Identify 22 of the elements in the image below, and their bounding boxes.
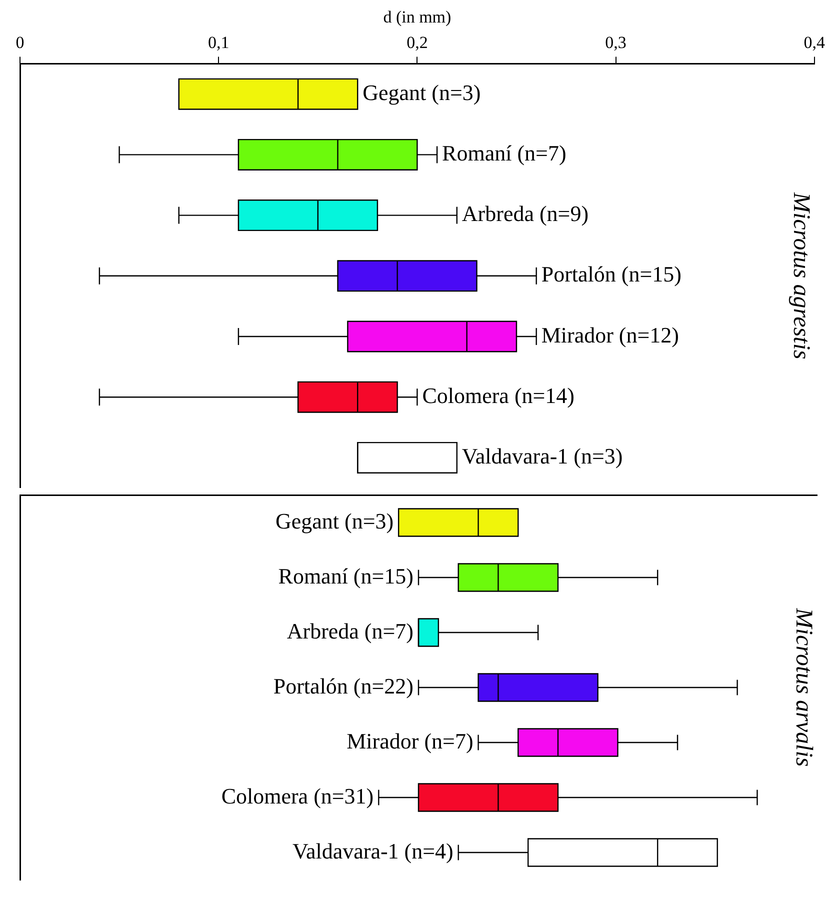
x-tick-label: 0 — [16, 33, 24, 52]
x-axis-title: d (in mm) — [383, 8, 452, 27]
category-label: Valdavara-1 (n=3) — [462, 443, 623, 468]
category-label: Portalón (n=15) — [541, 262, 682, 287]
x-tick-label: 0,1 — [208, 33, 230, 52]
x-tick-label: 0,4 — [804, 33, 826, 52]
category-label: Colomera (n=14) — [422, 382, 575, 408]
category-label: Gegant (n=3) — [275, 508, 394, 534]
category-label: Colomera (n=31) — [221, 783, 374, 808]
category-label: Romaní (n=7) — [442, 140, 566, 166]
y-axis-title: Microtus agrestis — [788, 191, 814, 360]
category-label: Portalón (n=22) — [273, 673, 414, 698]
category-label: Valdavara-1 (n=4) — [292, 838, 454, 864]
x-tick-label: 0,3 — [605, 33, 626, 52]
category-label: Mirador (n=12) — [541, 322, 679, 348]
category-label: Arbreda (n=9) — [462, 201, 589, 226]
x-tick-label: 0,2 — [406, 33, 428, 52]
y-axis-title: Microtus arvalis — [790, 607, 817, 767]
category-label: Mirador (n=7) — [346, 728, 474, 754]
category-label: Arbreda (n=7) — [286, 618, 414, 644]
category-label: Romaní (n=15) — [278, 563, 414, 588]
category-label: Gegant (n=3) — [362, 80, 481, 105]
